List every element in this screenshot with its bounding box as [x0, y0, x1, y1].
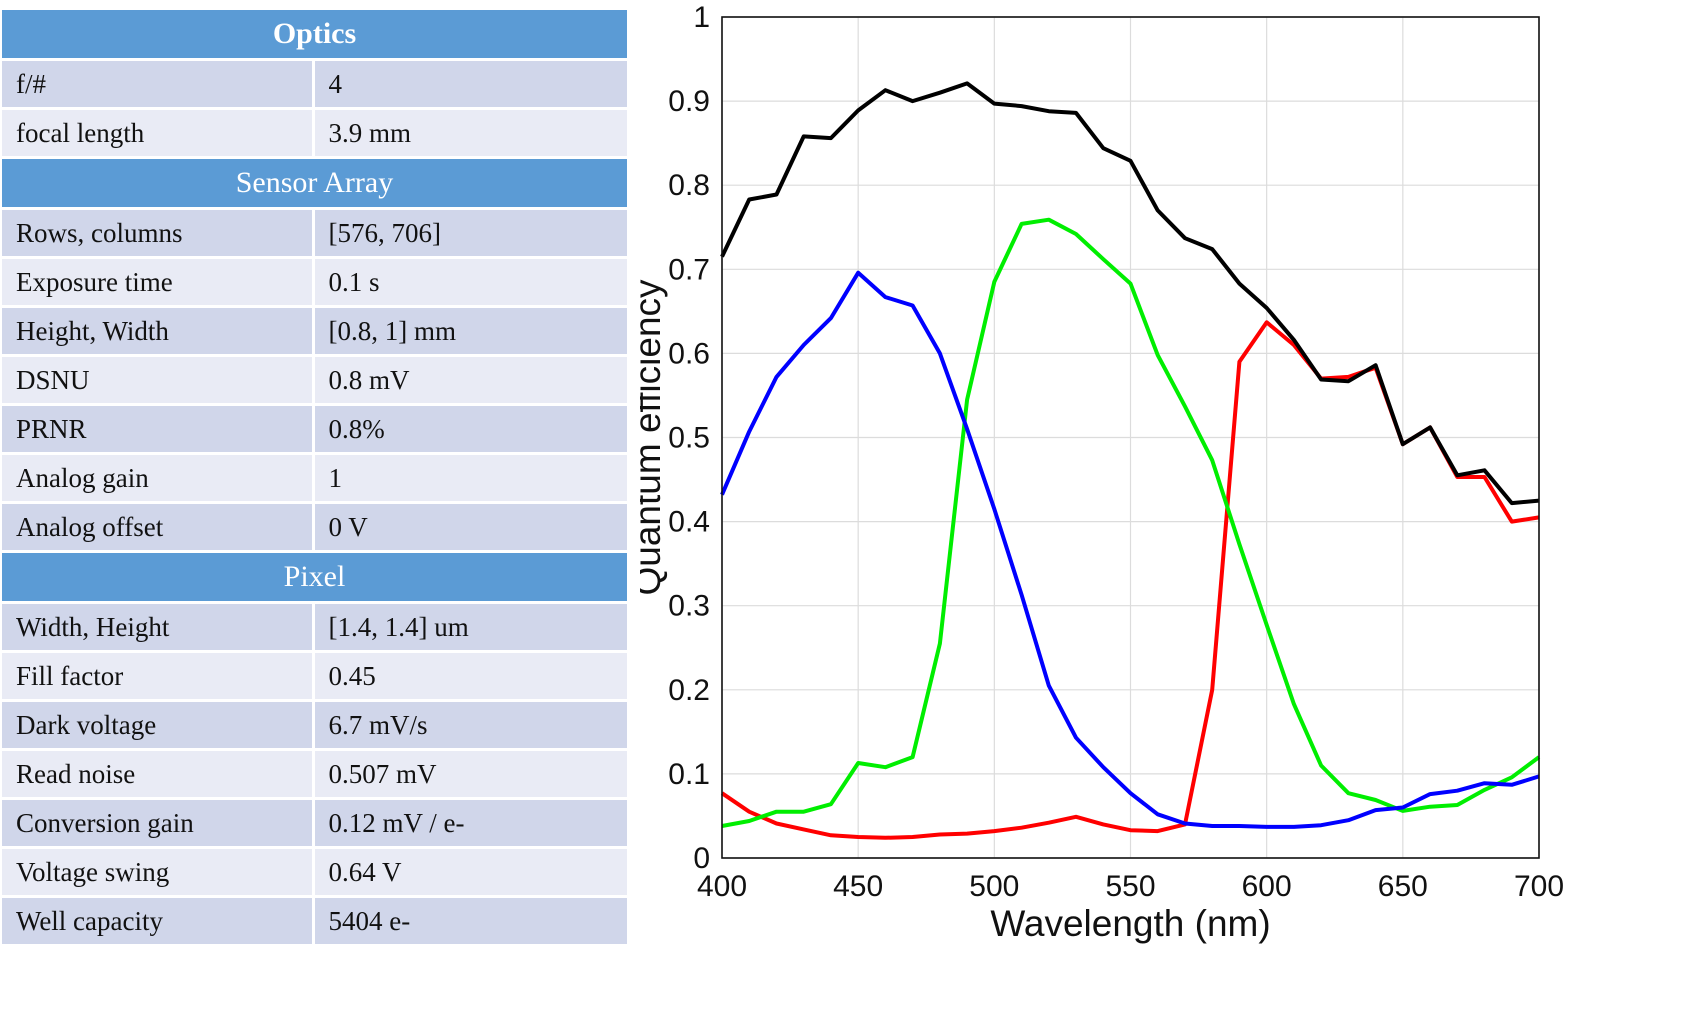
parameter-label: Analog gain: [2, 455, 315, 501]
parameter-label: Analog offset: [2, 504, 315, 550]
table-row: DSNU 0.8 mV: [2, 357, 627, 403]
parameter-label: Read noise: [2, 751, 315, 797]
table-row: f/# 4: [2, 61, 627, 107]
parameter-label: Fill factor: [2, 653, 315, 699]
y-tick-label: 0: [693, 842, 710, 875]
x-tick-label: 500: [969, 870, 1019, 903]
quantum-efficiency-chart: 400 450 500 550 600 650 700 0 0.1 0.2 0.3 0.4 0.5 0.6…: [640, 1, 1564, 944]
y-tick-label: 0.7: [668, 253, 710, 286]
parameter-value: 0.1 s: [314, 259, 627, 305]
parameter-value: 0 V: [314, 504, 627, 550]
table-row: Conversion gain 0.12 mV / e-: [2, 800, 627, 846]
y-tick-label: 0.2: [668, 674, 710, 707]
parameter-value: [576, 706]: [314, 210, 627, 256]
y-tick-label: 0.9: [668, 85, 710, 118]
parameter-value: [1.4, 1.4] um: [314, 604, 627, 650]
table-row: Well capacity 5404 e-: [2, 898, 627, 944]
table-row: Read noise 0.507 mV: [2, 751, 627, 797]
y-tick-label: 0.3: [668, 590, 710, 623]
parameter-value: [0.8, 1] mm: [314, 308, 627, 354]
x-tick-label: 550: [1105, 870, 1155, 903]
tick-labels: 400 450 500 550 600 650 700 0 0.1 0.2 0.3 0.4 0.5 0.6…: [668, 1, 1564, 903]
sensor-parameter-table: Optics f/# 4 focal length 3.9 mm Sensor Array…: [2, 7, 627, 947]
table-row: Analog gain 1: [2, 455, 627, 501]
parameter-value: 0.64 V: [314, 849, 627, 895]
x-tick-label: 700: [1514, 870, 1564, 903]
series-line: [721, 217, 1541, 828]
plot-frame: [721, 16, 1540, 859]
x-tick-label: 450: [833, 870, 883, 903]
parameter-value: 3.9 mm: [314, 110, 627, 156]
parameter-value: 0.507 mV: [314, 751, 627, 797]
parameter-label: Width, Height: [2, 604, 315, 650]
x-tick-label: 650: [1378, 870, 1428, 903]
x-tick-label: 600: [1242, 870, 1292, 903]
y-tick-label: 0.6: [668, 337, 710, 370]
x-axis-title: Wavelength (nm): [990, 903, 1270, 944]
table-row: Width, Height [1.4, 1.4] um: [2, 604, 627, 650]
y-tick-label: 0.5: [668, 422, 710, 455]
table-row: Fill factor 0.45: [2, 653, 627, 699]
table-row: focal length 3.9 mm: [2, 110, 627, 156]
parameter-label: Conversion gain: [2, 800, 315, 846]
parameter-value: 1: [314, 455, 627, 501]
parameter-label: Rows, columns: [2, 210, 315, 256]
parameter-value: 5404 e-: [314, 898, 627, 944]
series-line: [720, 81, 1540, 506]
parameter-label: f/#: [2, 61, 315, 107]
table-row: Height, Width [0.8, 1] mm: [2, 308, 627, 354]
section-header: Optics: [2, 10, 627, 58]
parameter-value: 0.8%: [314, 406, 627, 452]
table-row: Voltage swing 0.64 V: [2, 849, 627, 895]
y-axis-title: Quantum efficiency: [640, 279, 668, 596]
parameter-value: 0.12 mV / e-: [314, 800, 627, 846]
parameter-value: 6.7 mV/s: [314, 702, 627, 748]
series-line: [720, 270, 1540, 829]
table-row: Exposure time 0.1 s: [2, 259, 627, 305]
y-tick-label: 0.4: [668, 506, 710, 539]
parameter-value: 0.8 mV: [314, 357, 627, 403]
parameter-label: focal length: [2, 110, 315, 156]
section-title: Sensor Array: [2, 159, 627, 207]
parameter-label: Well capacity: [2, 898, 315, 944]
parameter-label: PRNR: [2, 406, 315, 452]
parameter-value: 0.45: [314, 653, 627, 699]
y-tick-label: 1: [693, 1, 710, 34]
table-row: PRNR 0.8%: [2, 406, 627, 452]
parameter-label: DSNU: [2, 357, 315, 403]
parameter-label: Exposure time: [2, 259, 315, 305]
table-row: Rows, columns [576, 706]: [2, 210, 627, 256]
series-lines: [720, 81, 1541, 840]
y-tick-label: 0.8: [668, 169, 710, 202]
parameter-label: Voltage swing: [2, 849, 315, 895]
table-row: Analog offset 0 V: [2, 504, 627, 550]
section-title: Optics: [2, 10, 627, 58]
parameter-label: Dark voltage: [2, 702, 315, 748]
section-title: Pixel: [2, 553, 627, 601]
parameter-label: Height, Width: [2, 308, 315, 354]
x-tick-label: 400: [697, 870, 747, 903]
table-row: Dark voltage 6.7 mV/s: [2, 702, 627, 748]
section-header: Sensor Array: [2, 159, 627, 207]
parameter-value: 4: [314, 61, 627, 107]
y-tick-label: 0.1: [668, 758, 710, 791]
section-header: Pixel: [2, 553, 627, 601]
